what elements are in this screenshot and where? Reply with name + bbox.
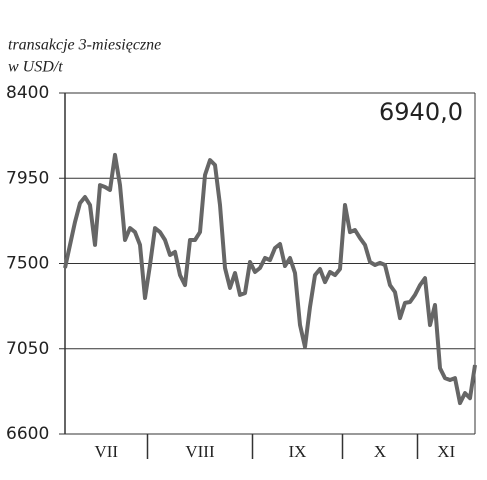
subtitle: transakcje 3-miesięczne	[8, 37, 161, 54]
x-tick-label: VIII	[185, 442, 215, 461]
x-tick-label: XI	[437, 442, 455, 461]
y-tick-label: 7950	[6, 168, 49, 188]
y-tick-label: 8400	[6, 83, 49, 103]
subtitle: w USD/t	[8, 59, 63, 76]
y-tick-label: 7050	[6, 339, 49, 359]
x-tick-label: IX	[289, 442, 307, 461]
y-tick-label: 7500	[6, 254, 49, 274]
y-tick-label: 6600	[6, 424, 49, 444]
price-line	[63, 152, 477, 406]
x-tick-label: X	[374, 442, 386, 461]
annotation: 6940,0	[379, 98, 463, 126]
x-tick-label: VII	[94, 442, 118, 461]
